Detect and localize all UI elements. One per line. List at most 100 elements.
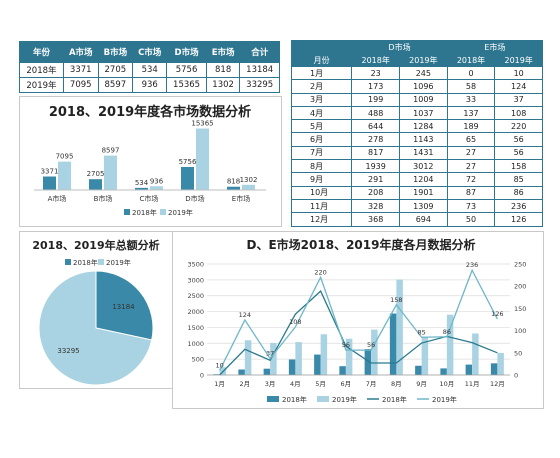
table-cell: 694 [399, 212, 448, 227]
y-tick-label-left: 2000 [187, 308, 204, 316]
month-cell: 8月 [290, 159, 353, 174]
x-tick-label: 5月 [315, 380, 326, 388]
summary-header: B市场 [97, 41, 134, 63]
data-label: 108 [289, 318, 301, 326]
line-2019 [219, 268, 498, 371]
slice-label: 13184 [112, 303, 135, 311]
bar-2019 [320, 334, 328, 375]
table-cell: 1096 [399, 79, 448, 94]
summary-table: 年份 A市场 B市场 C市场 D市场 E市场 合计 2018年 3371 270… [19, 41, 280, 93]
legend-swatch [317, 396, 329, 402]
table-cell: 65 [446, 132, 496, 147]
table-cell: 1009 [399, 92, 448, 107]
month-cell: 7月 [290, 145, 353, 161]
y-tick-label-right: 250 [514, 261, 526, 269]
legend-swatch [124, 209, 130, 215]
table-cell: 37 [494, 92, 543, 107]
bar-2018 [263, 368, 271, 375]
data-label: 56 [367, 341, 375, 349]
table-row: 8月 1939 3012 27 158 [290, 159, 543, 174]
y-tick-label-left: 2500 [187, 292, 204, 300]
y-tick-label-left: 1000 [187, 340, 204, 348]
summary-header: 年份 [19, 41, 64, 63]
table-cell: 817 [351, 145, 401, 161]
month-cell: 2月 [290, 79, 353, 94]
table-cell: 124 [494, 79, 543, 94]
x-tick-label: 11月 [465, 380, 480, 388]
bar-2019 [244, 340, 252, 375]
table-cell: 245 [399, 65, 448, 81]
table-row: 2月 173 1096 58 124 [290, 79, 543, 94]
month-cell: 3月 [290, 92, 353, 107]
summary-header: 合计 [239, 41, 280, 63]
table-row: 6月 278 1143 65 56 [290, 132, 543, 147]
table-cell: 3371 [62, 62, 99, 78]
table-cell: 1284 [399, 119, 448, 134]
data-label: 37 [266, 350, 274, 358]
x-tick-label: D市场 [185, 194, 204, 203]
chart-title: D、E市场2018、2019年度各月数据分析 [247, 237, 476, 252]
bar-2018 [43, 176, 56, 190]
table-cell: 33 [446, 92, 496, 107]
month-cell: 9月 [290, 172, 353, 187]
table-cell: 488 [351, 105, 401, 121]
bar-2018 [314, 354, 321, 375]
table-cell: 1309 [399, 198, 448, 214]
bar-2018 [288, 359, 296, 375]
bar-2018 [135, 187, 148, 190]
table-row: 9月 291 1204 72 85 [290, 172, 543, 187]
summary-header: C市场 [132, 41, 168, 63]
x-tick-label: A市场 [48, 194, 67, 203]
bar-2018 [389, 313, 397, 375]
table-cell: 534 [132, 62, 168, 78]
table-cell: 1901 [399, 185, 448, 200]
monthly-sub-header: 2018年 [351, 53, 401, 67]
legend-label: 2019年 [168, 208, 193, 217]
table-cell: 73 [446, 198, 496, 214]
monthly-sub-header: 月份 [290, 53, 353, 67]
legend-swatch [98, 259, 104, 265]
legend-swatch [160, 209, 166, 215]
x-tick-label: E市场 [232, 194, 250, 203]
table-cell: 189 [446, 119, 496, 134]
table-cell: 33295 [239, 77, 280, 93]
table-cell: 173 [351, 79, 401, 94]
table-cell: 5756 [166, 62, 207, 78]
x-tick-label: B市场 [94, 194, 113, 203]
monthly-sub-header-row: 月份 2018年 2019年 2018年 2019年 [290, 53, 543, 67]
month-cell: 10月 [290, 185, 353, 200]
monthly-combo-chart: D、E市场2018、2019年度各月数据分析 10 124 37 108 220 56 56… [187, 237, 526, 404]
x-tick-label: 2月 [240, 380, 251, 388]
bar-2019 [396, 279, 403, 375]
table-cell: 87 [446, 185, 496, 200]
table-cell: 23 [351, 65, 401, 81]
table-cell: 368 [351, 212, 401, 227]
bar-2018 [89, 179, 102, 190]
table-cell: 1037 [399, 105, 448, 121]
bar-2019 [421, 336, 429, 375]
table-cell: 278 [351, 132, 401, 147]
pie-slice-2019 [38, 270, 153, 386]
month-cell: 1月 [290, 65, 353, 81]
data-label: 124 [239, 311, 251, 319]
table-cell: 56 [494, 145, 543, 161]
data-label: 85 [417, 328, 425, 336]
table-row: 5月 644 1284 189 220 [290, 119, 543, 134]
bar-2018 [238, 369, 245, 375]
bar-2019 [345, 338, 353, 375]
monthly-sub-header: 2019年 [399, 53, 448, 67]
y-tick-label-left: 3000 [187, 276, 204, 284]
data-label: 86 [443, 328, 451, 336]
table-cell: 644 [351, 119, 401, 134]
bar-2019 [472, 333, 479, 375]
data-label: 126 [491, 310, 503, 318]
data-label: 2705 [87, 170, 105, 178]
data-label: 818 [227, 178, 240, 186]
data-label: 220 [314, 268, 326, 276]
line-2018 [219, 290, 498, 376]
legend-label: 2019年 [332, 395, 357, 404]
table-cell: 1302 [205, 77, 241, 93]
bar-2018 [339, 366, 346, 375]
table-cell: 7095 [62, 77, 99, 93]
table-cell: 85 [494, 172, 543, 187]
